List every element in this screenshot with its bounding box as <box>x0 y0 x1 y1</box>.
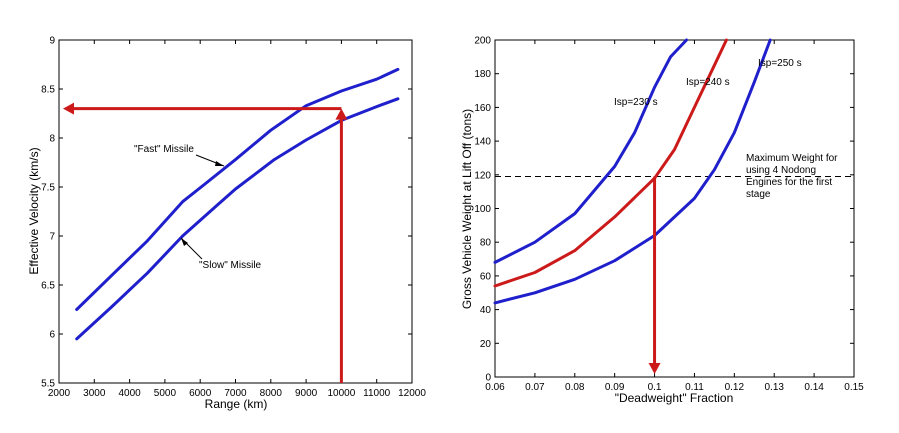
weight-chart-y-tick-label: 160 <box>474 103 491 114</box>
velocity-chart-guide-arrows <box>63 102 348 383</box>
velocity-guide-arrowhead <box>63 102 74 115</box>
velocity-chart-x-tick-label: 11000 <box>363 388 391 399</box>
velocity-chart-y-tick-label: 7 <box>49 232 55 243</box>
velocity-chart: 2000 3000 4000 5000 6000 7000 8000 9000 10000 110… <box>27 36 426 412</box>
weight-chart-y-tick-label: 120 <box>474 170 491 181</box>
velocity-chart-x-tick-label: 5000 <box>154 388 177 399</box>
velocity-chart-x-tick-label: 8000 <box>260 388 283 399</box>
weight-chart-y-tick-label: 60 <box>480 271 492 282</box>
weight-chart-series-line-0 <box>493 38 688 264</box>
weight-chart-x-tick-label: 0.15 <box>844 382 864 393</box>
velocity-chart-y-tick-label: 6 <box>49 330 55 341</box>
weight-chart-series-line-2 <box>493 38 772 305</box>
velocity-chart-x-label: Range (km) <box>205 397 268 411</box>
reference-label-line1: Maximum Weight for <box>746 153 838 164</box>
weight-chart-y-tick-label: 80 <box>480 238 492 249</box>
reference-label-line3: Engines for the first <box>746 177 832 188</box>
range-guide-arrowhead <box>335 108 348 120</box>
velocity-chart-x-tick-label: 10000 <box>327 388 355 399</box>
weight-chart-y-tick-label: 20 <box>480 339 492 350</box>
velocity-chart-y-tick-label: 5.5 <box>41 379 55 390</box>
weight-chart-x-label: "Deadweight" Fraction <box>615 391 734 405</box>
slow-missile-pointer-head <box>181 238 188 246</box>
velocity-chart-x-tick-label: 6000 <box>189 388 212 399</box>
isp-series-label-0: Isp=230 s <box>614 97 658 108</box>
weight-chart-x-tick-label: 0.14 <box>804 382 824 393</box>
isp-series-label-1: Isp=240 s <box>686 77 730 88</box>
velocity-chart-x-ticks: 2000 3000 4000 5000 6000 7000 8000 9000 10000 110… <box>48 40 426 399</box>
weight-chart-guide-arrows <box>648 176 661 374</box>
weight-chart-x-tick-label: 0.11 <box>685 382 704 393</box>
velocity-chart-y-tick-label: 9 <box>49 36 55 47</box>
weight-chart-x-tick-label: 0.13 <box>764 382 784 393</box>
isp-series-label-2: Isp=250 s <box>758 58 802 69</box>
weight-chart-y-tick-label: 140 <box>474 137 491 148</box>
velocity-chart-x-tick-label: 2000 <box>48 388 71 399</box>
weight-chart-y-tick-label: 180 <box>474 69 491 80</box>
velocity-chart-y-label: Effective Velocity (km/s) <box>27 147 41 274</box>
weight-chart: 0.06 0.07 0.08 0.09 0.1 0.11 0.12 0.13 0.14 0.15 … <box>460 36 864 406</box>
velocity-chart-y-ticks: 5.5 6 6.5 7 7.5 8 8.5 9 <box>41 36 412 390</box>
weight-chart-y-tick-label: 200 <box>474 36 491 47</box>
weight-chart-y-ticks: 0 20 40 60 80 100 120 140 160 180 200 <box>474 36 854 384</box>
weight-chart-y-label: Gross Vehicle Weight at Lift Off (tons) <box>460 109 474 309</box>
reference-label-line4: stage <box>746 189 771 200</box>
weight-chart-x-tick-label: 0.12 <box>725 382 745 393</box>
velocity-chart-x-tick-label: 9000 <box>295 388 318 399</box>
velocity-chart-x-tick-label: 4000 <box>118 388 141 399</box>
fast-missile-pointer-head <box>215 161 224 166</box>
weight-chart-x-tick-label: 0.08 <box>565 382 585 393</box>
weight-chart-y-tick-label: 100 <box>474 204 491 215</box>
fast-missile-label: "Fast" Missile <box>134 144 194 155</box>
velocity-chart-series-line-1 <box>75 97 400 341</box>
weight-chart-series-labels: Isp=230 s Isp=240 s Isp=250 s <box>614 58 802 108</box>
velocity-chart-y-tick-label: 8 <box>49 134 55 145</box>
velocity-chart-y-tick-label: 8.5 <box>41 85 55 96</box>
reference-label-line2: using 4 Nodong <box>746 165 816 176</box>
weight-chart-x-tick-label: 0.06 <box>485 382 505 393</box>
weight-chart-y-tick-label: 0 <box>485 373 491 384</box>
velocity-chart-series-line-0 <box>75 67 400 311</box>
velocity-chart-x-tick-label: 12000 <box>398 388 426 399</box>
velocity-chart-y-tick-label: 6.5 <box>41 281 55 292</box>
deadweight-guide-arrowhead <box>648 363 661 374</box>
slow-missile-label: "Slow" Missile <box>199 260 262 271</box>
weight-chart-x-tick-label: 0.1 <box>648 382 662 393</box>
velocity-chart-y-tick-label: 7.5 <box>41 183 55 194</box>
weight-chart-y-tick-label: 40 <box>480 305 492 316</box>
velocity-chart-x-tick-label: 7000 <box>224 388 247 399</box>
velocity-chart-series <box>75 67 400 341</box>
weight-chart-x-tick-label: 0.07 <box>525 382 545 393</box>
velocity-chart-x-tick-label: 3000 <box>83 388 106 399</box>
weight-chart-x-tick-label: 0.09 <box>605 382 625 393</box>
